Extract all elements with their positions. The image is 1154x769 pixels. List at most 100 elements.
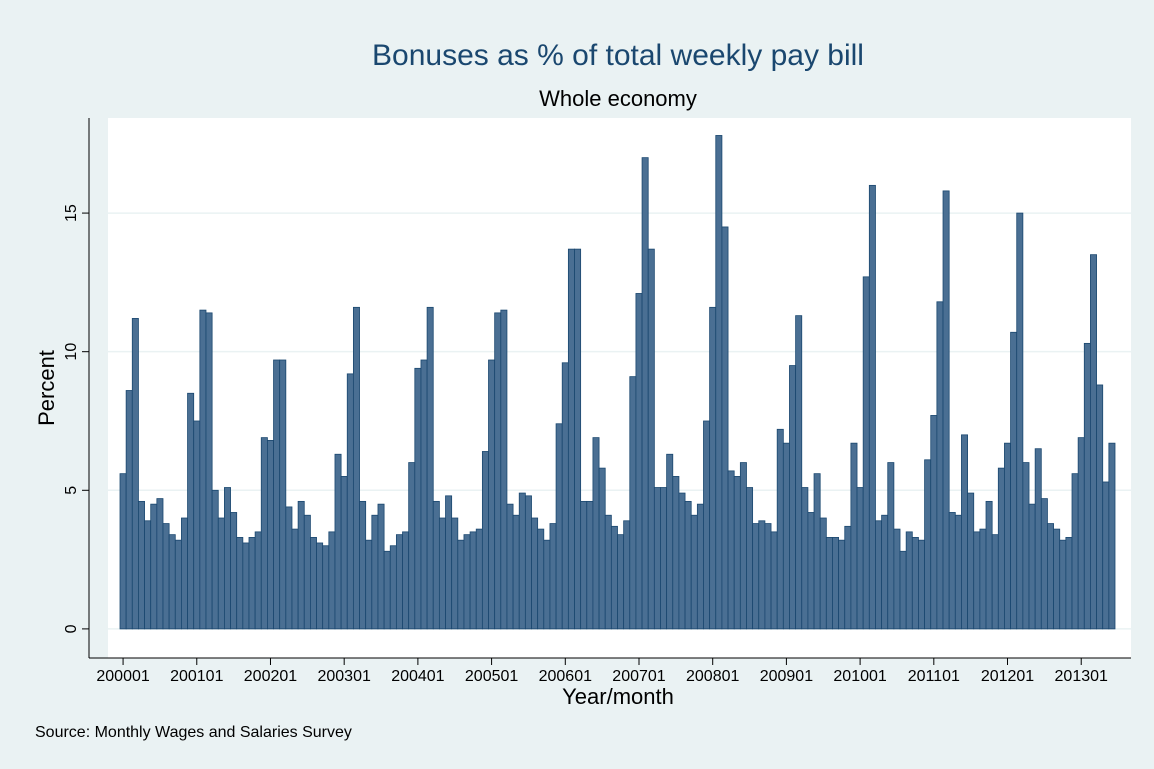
- bar: [512, 514, 520, 630]
- bar: [346, 373, 354, 630]
- x-tick-label: 200301: [317, 668, 370, 685]
- x-tick-label: 200801: [686, 668, 739, 685]
- bar: [905, 531, 913, 630]
- bar: [838, 539, 846, 630]
- bar: [322, 545, 330, 630]
- bar: [807, 512, 815, 630]
- bar: [1010, 331, 1018, 630]
- bar: [340, 476, 348, 630]
- bar: [414, 367, 422, 630]
- bar: [1071, 473, 1079, 630]
- bar: [395, 534, 403, 630]
- bar: [942, 190, 950, 630]
- source-note: Source: Monthly Wages and Salaries Surve…: [35, 724, 352, 741]
- x-tick-label: 200401: [391, 668, 444, 685]
- bar: [985, 500, 993, 630]
- bar: [125, 390, 133, 630]
- bar: [211, 489, 219, 630]
- bar: [217, 517, 225, 630]
- bar: [936, 301, 944, 630]
- y-axis-title: Percent: [34, 350, 59, 426]
- bar: [948, 512, 956, 630]
- bar: [844, 525, 852, 630]
- bar: [242, 542, 250, 630]
- bar: [641, 157, 649, 630]
- bar: [334, 453, 342, 630]
- y-tick-label: 10: [63, 343, 80, 361]
- bar: [678, 492, 686, 630]
- x-tick-label: 200001: [96, 668, 149, 685]
- bar: [930, 415, 938, 630]
- bar: [954, 514, 962, 630]
- bar: [881, 514, 889, 630]
- bar: [279, 359, 287, 630]
- bar: [610, 525, 618, 630]
- bar: [789, 365, 797, 630]
- bar: [463, 534, 471, 630]
- bar: [236, 537, 244, 630]
- bar: [561, 362, 569, 630]
- x-tick-label: 200501: [465, 668, 518, 685]
- bar: [911, 537, 919, 630]
- bar: [979, 528, 987, 630]
- bar: [918, 539, 925, 630]
- bar: [586, 500, 594, 630]
- bar: [383, 550, 391, 630]
- bar: [181, 517, 188, 630]
- bar: [758, 520, 766, 630]
- y-tick-label: 15: [63, 204, 80, 222]
- bar: [445, 495, 453, 630]
- bar: [690, 514, 698, 630]
- bar: [303, 514, 311, 630]
- bar: [328, 531, 336, 630]
- bar: [549, 523, 557, 630]
- bar: [230, 512, 238, 630]
- bar: [801, 487, 809, 630]
- bar: [752, 523, 760, 630]
- bar: [715, 135, 723, 630]
- bar: [481, 451, 489, 630]
- bar: [420, 359, 428, 630]
- bar: [248, 537, 256, 630]
- chart-subtitle: Whole economy: [539, 86, 697, 111]
- bar: [389, 545, 397, 630]
- bar: [285, 506, 293, 630]
- bar: [813, 473, 821, 630]
- x-tick-label: 200201: [244, 668, 297, 685]
- bar: [156, 498, 164, 630]
- bar: [457, 539, 465, 630]
- bar: [426, 306, 434, 630]
- bar: [924, 459, 932, 630]
- bar: [310, 537, 317, 630]
- bar: [887, 462, 895, 630]
- bar: [739, 462, 747, 630]
- bar: [1102, 481, 1110, 630]
- bar: [850, 442, 858, 630]
- bar: [721, 226, 729, 630]
- bar: [365, 539, 373, 630]
- bar: [543, 539, 551, 630]
- chart-title: Bonuses as % of total weekly pay bill: [372, 39, 864, 72]
- bar: [660, 487, 668, 630]
- bar: [488, 359, 496, 630]
- bar: [623, 520, 631, 630]
- bar: [193, 420, 201, 630]
- bar: [629, 376, 637, 630]
- bar: [782, 442, 790, 630]
- bar: [199, 309, 207, 630]
- bar: [696, 503, 704, 630]
- bar: [537, 528, 545, 630]
- bar: [1034, 448, 1042, 630]
- x-tick-label: 201301: [1055, 668, 1108, 685]
- bar: [899, 550, 907, 630]
- bar: [868, 184, 876, 630]
- bar: [555, 423, 563, 630]
- x-tick-label: 201201: [981, 668, 1034, 685]
- bar: [297, 500, 305, 630]
- bar: [666, 453, 674, 630]
- bar: [500, 309, 508, 630]
- bar: [795, 315, 803, 630]
- bar: [592, 437, 600, 630]
